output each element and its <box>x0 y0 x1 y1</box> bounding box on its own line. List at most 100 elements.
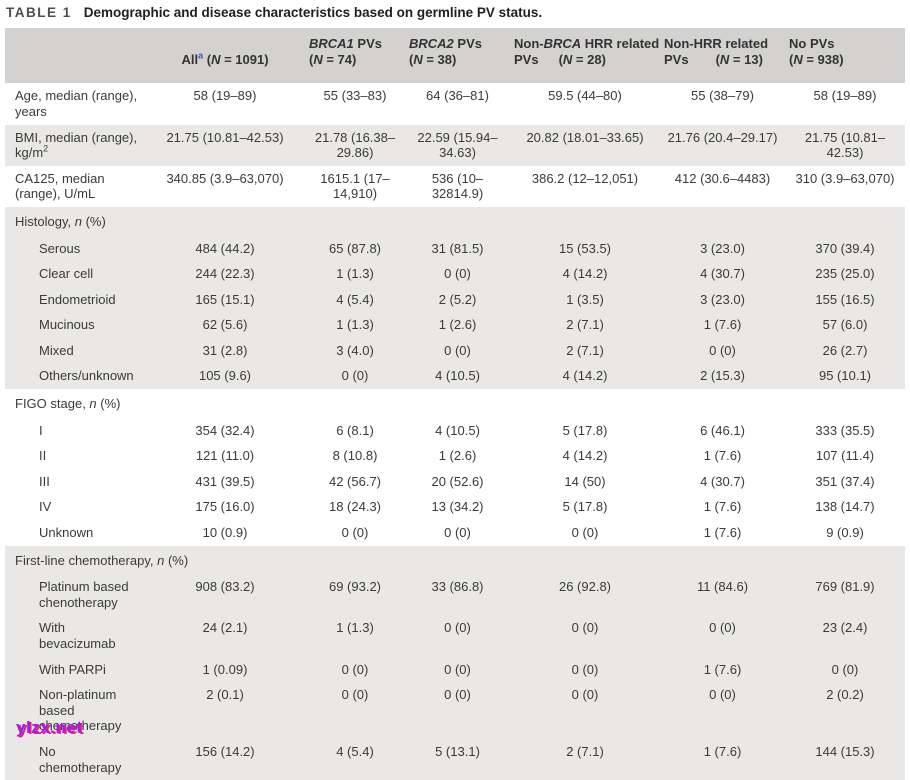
cell: 107 (11.4) <box>815 448 875 464</box>
column-header-brca2-pvs: BRCA2 PVs (N = 38) <box>405 27 510 84</box>
cell: 908 (83.2) <box>145 574 305 616</box>
cell: 64 (36–81) <box>426 88 489 104</box>
row-label: With bevacizumab <box>5 615 145 657</box>
cell: 26 (92.8) <box>510 574 660 616</box>
cell: 235 (25.0) <box>785 261 905 287</box>
cell: 3 (23.0) <box>660 286 785 313</box>
cell: 0 (0) <box>660 682 785 739</box>
row-label: I <box>39 422 43 438</box>
table-row: II 121 (11.0) 8 (10.8) 1 (2.6) 4 (14.2) 1 (7.… <box>5 443 905 469</box>
cell: 536 (10–32814.9) <box>431 170 484 202</box>
table-number-label: TABLE 1 <box>6 5 72 20</box>
table-row: I 354 (32.4) 6 (8.1) 4 (10.5) 5 (17.8) 6 (46.… <box>5 418 905 444</box>
cell: 1 (7.6) <box>703 499 742 515</box>
cell: 14 (50) <box>564 473 606 489</box>
cell: 33 (86.8) <box>405 574 510 616</box>
cell: 5 (17.8) <box>562 499 608 515</box>
row-label: CA125, median (range), U/mL <box>15 170 105 202</box>
table-row: With bevacizumab 24 (2.1) 1 (1.3) 0 (0) 0 (0… <box>5 615 905 657</box>
cell: 310 (3.9–63,070) <box>795 170 895 186</box>
table-header: Alla (N = 1091) BRCA1 PVs (N = 74) BRCA2 PV… <box>5 27 905 84</box>
cell: 2 (5.2) <box>405 286 510 313</box>
cell: 0 (0) <box>785 656 905 683</box>
cell: 24 (2.1) <box>145 615 305 657</box>
row-label: Clear cell <box>5 261 145 287</box>
header-row: Alla (N = 1091) BRCA1 PVs (N = 74) BRCA2 PV… <box>5 27 905 84</box>
column-header-non-hrr-pvs: Non-HRR related PVs (N = 13) <box>660 27 785 84</box>
cell: 769 (81.9) <box>785 574 905 616</box>
cell: 0 (0) <box>444 525 471 541</box>
cell: 59.5 (44–80) <box>548 88 622 104</box>
cell: 138 (14.7) <box>815 499 875 515</box>
cell: 105 (9.6) <box>145 363 305 390</box>
cell: 0 (0) <box>405 615 510 657</box>
cell: 0 (0) <box>510 615 660 657</box>
cell: 1 (1.3) <box>305 615 405 657</box>
cell: 95 (10.1) <box>785 363 905 390</box>
row-label: Others/unknown <box>5 363 145 390</box>
cell: 13 (34.2) <box>431 499 484 515</box>
cell: 20 (52.6) <box>431 473 484 489</box>
cell: 412 (30.6–4483) <box>674 170 771 186</box>
section-row: Histology, n (%) <box>5 206 905 236</box>
table-row: Unknown 10 (0.9) 0 (0) 0 (0) 0 (0) 1 (7.6) 9 (… <box>5 520 905 546</box>
table-row: III 431 (39.5) 42 (56.7) 20 (52.6) 14 (50) 4 … <box>5 469 905 495</box>
cell: 0 (0) <box>571 525 599 541</box>
cell: 69 (93.2) <box>305 574 405 616</box>
cell: 10 (0.9) <box>202 525 248 541</box>
cell: 1 (7.6) <box>660 656 785 683</box>
cell: 4 (30.7) <box>660 261 785 287</box>
cell: 15 (53.5) <box>510 235 660 262</box>
cell: 2 (0.2) <box>785 682 905 739</box>
cell: 3 (23.0) <box>660 235 785 262</box>
cell: 57 (6.0) <box>785 312 905 338</box>
cell: 144 (15.3) <box>785 738 905 780</box>
row-label: Platinum based chenotherapy <box>5 574 145 616</box>
cell: 1 (7.6) <box>703 525 742 541</box>
cell: 42 (56.7) <box>328 473 382 489</box>
cell: 1 (0.09) <box>145 656 305 683</box>
table-row: CA125, median (range), U/mL 340.85 (3.9–6… <box>5 166 905 207</box>
cell: 0 (0) <box>341 525 369 541</box>
cell: 31 (2.8) <box>145 337 305 364</box>
row-label: IV <box>39 499 52 515</box>
cell: 18 (24.3) <box>328 499 382 515</box>
cell: 21.76 (20.4–29.17) <box>660 124 785 166</box>
cell: 6 (46.1) <box>700 422 745 438</box>
row-label: Endometrioid <box>5 286 145 313</box>
cell: 22.59 (15.94–34.63) <box>405 124 510 166</box>
cell: 1 (1.3) <box>305 261 405 287</box>
table-row: BMI, median (range), kg/m2 21.75 (10.81–4… <box>5 124 905 166</box>
cell: 4 (14.2) <box>510 363 660 390</box>
table-body: Age, median (range), years 58 (19–89) 55 (… <box>5 83 905 780</box>
cell: 4 (30.7) <box>700 473 745 489</box>
cell: 55 (38–79) <box>691 88 754 104</box>
cell: 0 (0) <box>405 682 510 739</box>
row-label: II <box>39 448 47 464</box>
cell: 0 (0) <box>305 656 405 683</box>
cell: 58 (19–89) <box>193 88 257 104</box>
cell: 31 (81.5) <box>405 235 510 262</box>
cell: 165 (15.1) <box>145 286 305 313</box>
cell: 2 (15.3) <box>660 363 785 390</box>
table-row: With PARPi 1 (0.09) 0 (0) 0 (0) 0 (0) 1 (7.6)… <box>5 656 905 683</box>
cell: 62 (5.6) <box>145 312 305 338</box>
cell: 155 (16.5) <box>785 286 905 313</box>
cell: 0 (0) <box>405 261 510 287</box>
cell: 175 (16.0) <box>195 499 255 515</box>
row-label: Unknown <box>39 525 94 541</box>
cell: 5 (17.8) <box>562 422 608 438</box>
cell: 0 (0) <box>305 682 405 739</box>
cell: 21.78 (16.38–29.86) <box>305 124 405 166</box>
cell: 1 (7.6) <box>660 738 785 780</box>
cell: 0 (0) <box>405 337 510 364</box>
cell: 340.85 (3.9–63,070) <box>166 170 284 186</box>
table-row: Age, median (range), years 58 (19–89) 55 (… <box>5 83 905 124</box>
cell: 0 (0) <box>660 615 785 657</box>
cell: 5 (13.1) <box>405 738 510 780</box>
cell: 4 (5.4) <box>305 738 405 780</box>
cell: 26 (2.7) <box>785 337 905 364</box>
cell: 65 (87.8) <box>305 235 405 262</box>
cell: 0 (0) <box>510 682 660 739</box>
cell: 3 (4.0) <box>305 337 405 364</box>
